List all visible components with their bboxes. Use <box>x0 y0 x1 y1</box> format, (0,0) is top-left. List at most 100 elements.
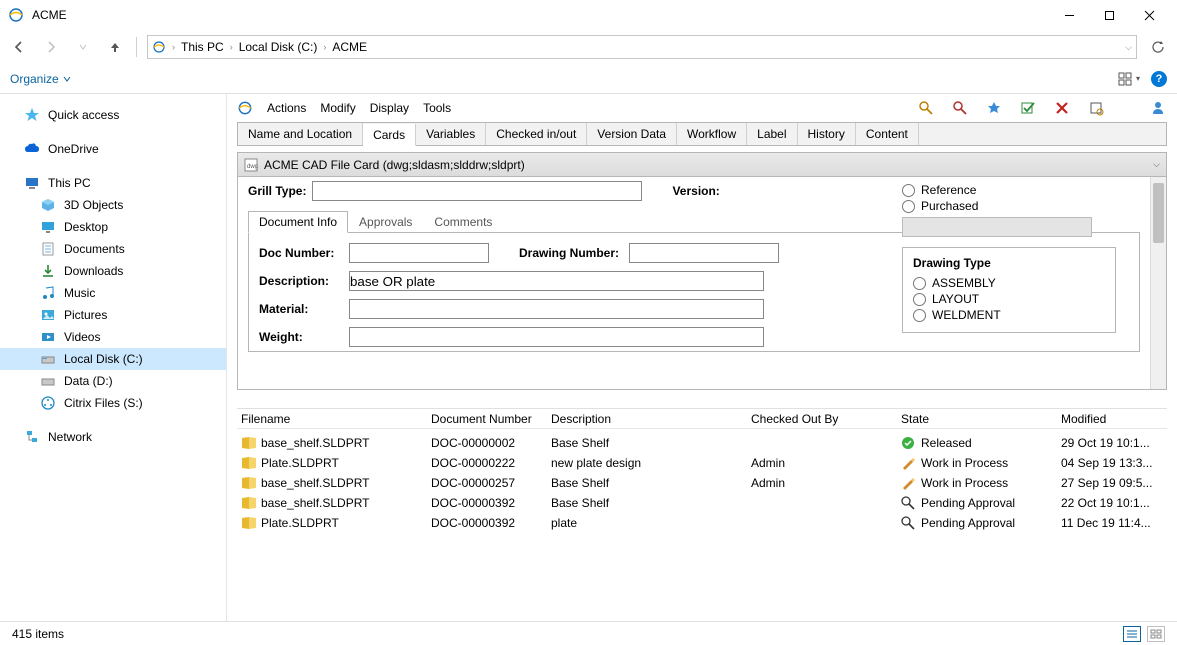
crumb-local-disk[interactable]: Local Disk (C:) <box>239 40 318 54</box>
navbar: › This PC › Local Disk (C:) › ACME ⌵ <box>0 30 1177 64</box>
sidebar-citrix[interactable]: Citrix Files (S:) <box>0 392 226 414</box>
music-icon <box>40 285 56 301</box>
view-options-button[interactable]: ▾ <box>1117 68 1141 90</box>
sidebar-videos[interactable]: Videos <box>0 326 226 348</box>
menu-modify[interactable]: Modify <box>320 101 355 115</box>
sidebar-this-pc[interactable]: This PC <box>0 172 226 194</box>
tab-name-location[interactable]: Name and Location <box>238 123 363 145</box>
tool-icon-1[interactable] <box>917 99 935 117</box>
sidebar-network[interactable]: Network <box>0 426 226 448</box>
card-header[interactable]: dwg ACME CAD File Card (dwg;sldasm;slddr… <box>238 153 1166 177</box>
close-button[interactable] <box>1129 0 1169 30</box>
app-icon <box>8 7 24 23</box>
purchased-radio[interactable]: Purchased <box>902 199 1116 213</box>
up-button[interactable] <box>104 36 126 58</box>
tool-icon-3[interactable] <box>985 99 1003 117</box>
crumb-this-pc[interactable]: This PC <box>181 40 224 54</box>
chevron-down-icon: ⌵ <box>1153 159 1160 170</box>
subtab-document-info[interactable]: Document Info <box>248 211 348 233</box>
recent-dropdown[interactable] <box>72 36 94 58</box>
location-icon <box>152 40 166 54</box>
forward-button[interactable] <box>40 36 62 58</box>
weldment-radio[interactable]: WELDMENT <box>913 308 1105 322</box>
tab-variables[interactable]: Variables <box>416 123 486 145</box>
grid-header: Filename Document Number Description Che… <box>237 409 1167 429</box>
table-row[interactable]: base_shelf.SLDPRTDOC-00000002Base ShelfR… <box>237 433 1167 453</box>
address-bar[interactable]: › This PC › Local Disk (C:) › ACME ⌵ <box>147 35 1137 59</box>
menu-actions[interactable]: Actions <box>267 101 306 115</box>
sidebar-music[interactable]: Music <box>0 282 226 304</box>
grill-type-label: Grill Type: <box>248 184 306 198</box>
col-state[interactable]: State <box>897 412 1057 426</box>
sidebar-data-d[interactable]: Data (D:) <box>0 370 226 392</box>
sidebar-3d-objects[interactable]: 3D Objects <box>0 194 226 216</box>
layout-radio[interactable]: LAYOUT <box>913 292 1105 306</box>
search-tabs: Name and Location Cards Variables Checke… <box>237 122 1167 146</box>
menu-display[interactable]: Display <box>370 101 409 115</box>
tab-content[interactable]: Content <box>856 123 919 145</box>
version-label: Version: <box>672 184 719 198</box>
card-scrollbar[interactable] <box>1150 177 1166 389</box>
details-view-button[interactable] <box>1123 626 1141 642</box>
desktop-icon <box>40 219 56 235</box>
sidebar-documents[interactable]: Documents <box>0 238 226 260</box>
menu-tools[interactable]: Tools <box>423 101 451 115</box>
disk-icon <box>40 373 56 389</box>
col-modified[interactable]: Modified <box>1057 412 1167 426</box>
table-row[interactable]: base_shelf.SLDPRTDOC-00000392Base ShelfP… <box>237 493 1167 513</box>
refresh-button[interactable] <box>1147 36 1169 58</box>
maximize-button[interactable] <box>1089 0 1129 30</box>
sidebar: Quick access OneDrive This PC 3D Objects… <box>0 94 227 645</box>
table-row[interactable]: base_shelf.SLDPRTDOC-00000257Base ShelfA… <box>237 473 1167 493</box>
tab-cards[interactable]: Cards <box>363 124 416 146</box>
purchased-select[interactable] <box>902 217 1092 237</box>
subtab-comments[interactable]: Comments <box>423 211 503 233</box>
table-row[interactable]: Plate.SLDPRTDOC-00000222new plate design… <box>237 453 1167 473</box>
pc-icon <box>24 175 40 191</box>
sidebar-downloads[interactable]: Downloads <box>0 260 226 282</box>
sidebar-onedrive[interactable]: OneDrive <box>0 138 226 160</box>
crumb-acme[interactable]: ACME <box>332 40 367 54</box>
drawing-number-input[interactable] <box>629 243 779 263</box>
tool-icon-6[interactable] <box>1087 99 1105 117</box>
subtab-approvals[interactable]: Approvals <box>348 211 423 233</box>
description-input[interactable] <box>349 271 764 291</box>
sidebar-local-disk-c[interactable]: Local Disk (C:) <box>0 348 226 370</box>
action-menubar: Actions Modify Display Tools <box>227 94 1177 122</box>
table-row[interactable]: Plate.SLDPRTDOC-00000392platePending App… <box>237 513 1167 533</box>
sidebar-quick-access[interactable]: Quick access <box>0 104 226 126</box>
doc-number-input[interactable] <box>349 243 489 263</box>
grill-type-input[interactable] <box>312 181 642 201</box>
sidebar-pictures[interactable]: Pictures <box>0 304 226 326</box>
minimize-button[interactable] <box>1049 0 1089 30</box>
back-button[interactable] <box>8 36 30 58</box>
tab-version[interactable]: Version Data <box>587 123 677 145</box>
vault-icon <box>237 100 253 116</box>
address-dropdown-icon[interactable]: ⌵ <box>1125 42 1132 53</box>
download-icon <box>40 263 56 279</box>
tool-icon-4[interactable] <box>1019 99 1037 117</box>
weight-input[interactable] <box>349 327 764 347</box>
tool-icon-2[interactable] <box>951 99 969 117</box>
tool-icon-5[interactable] <box>1053 99 1071 117</box>
cube-icon <box>40 197 56 213</box>
organize-bar: Organize ▾ ? <box>0 64 1177 94</box>
col-filename[interactable]: Filename <box>237 412 427 426</box>
help-button[interactable]: ? <box>1151 71 1167 87</box>
material-input[interactable] <box>349 299 764 319</box>
tab-label[interactable]: Label <box>747 123 797 145</box>
col-description[interactable]: Description <box>547 412 747 426</box>
tab-checked[interactable]: Checked in/out <box>486 123 587 145</box>
tab-workflow[interactable]: Workflow <box>677 123 747 145</box>
tool-user-icon[interactable] <box>1149 99 1167 117</box>
tab-history[interactable]: History <box>798 123 856 145</box>
reference-radio[interactable]: Reference <box>902 183 1116 197</box>
status-item-count: 415 items <box>12 627 64 641</box>
col-docnum[interactable]: Document Number <box>427 412 547 426</box>
sidebar-desktop[interactable]: Desktop <box>0 216 226 238</box>
col-checked-out[interactable]: Checked Out By <box>747 412 897 426</box>
assembly-radio[interactable]: ASSEMBLY <box>913 276 1105 290</box>
titlebar: ACME <box>0 0 1177 30</box>
organize-button[interactable]: Organize <box>10 72 71 86</box>
large-icons-view-button[interactable] <box>1147 626 1165 642</box>
